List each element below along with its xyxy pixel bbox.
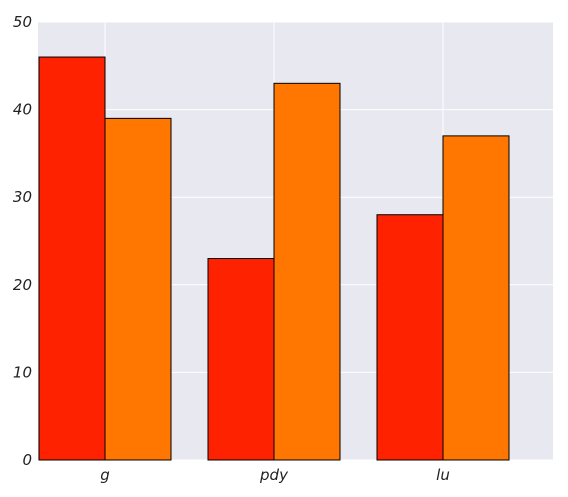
y-tick-label-20: 20: [13, 276, 32, 294]
y-tick-label-50: 50: [13, 13, 32, 31]
x-tick-label-g: g: [100, 466, 110, 484]
y-tick-label-30: 30: [13, 188, 32, 206]
x-tick-label-pdy: pdy: [259, 466, 289, 484]
bar-g-series-2: [104, 117, 172, 461]
y-tick-label-10: 10: [13, 363, 32, 381]
bar-lu-series-2: [442, 135, 510, 461]
bar-pdy-series-1: [207, 258, 275, 461]
bar-pdy-series-2: [273, 82, 341, 461]
bars: [38, 56, 510, 461]
y-axis-ticks: 0 10 20 30 40 50: [13, 13, 32, 469]
y-tick-label-40: 40: [13, 101, 32, 119]
y-tick-label-0: 0: [22, 451, 32, 469]
bar-g-series-1: [38, 56, 106, 461]
bar-lu-series-1: [376, 214, 444, 461]
x-tick-label-lu: lu: [436, 466, 450, 484]
x-axis-ticks: g pdy lu: [100, 466, 450, 484]
